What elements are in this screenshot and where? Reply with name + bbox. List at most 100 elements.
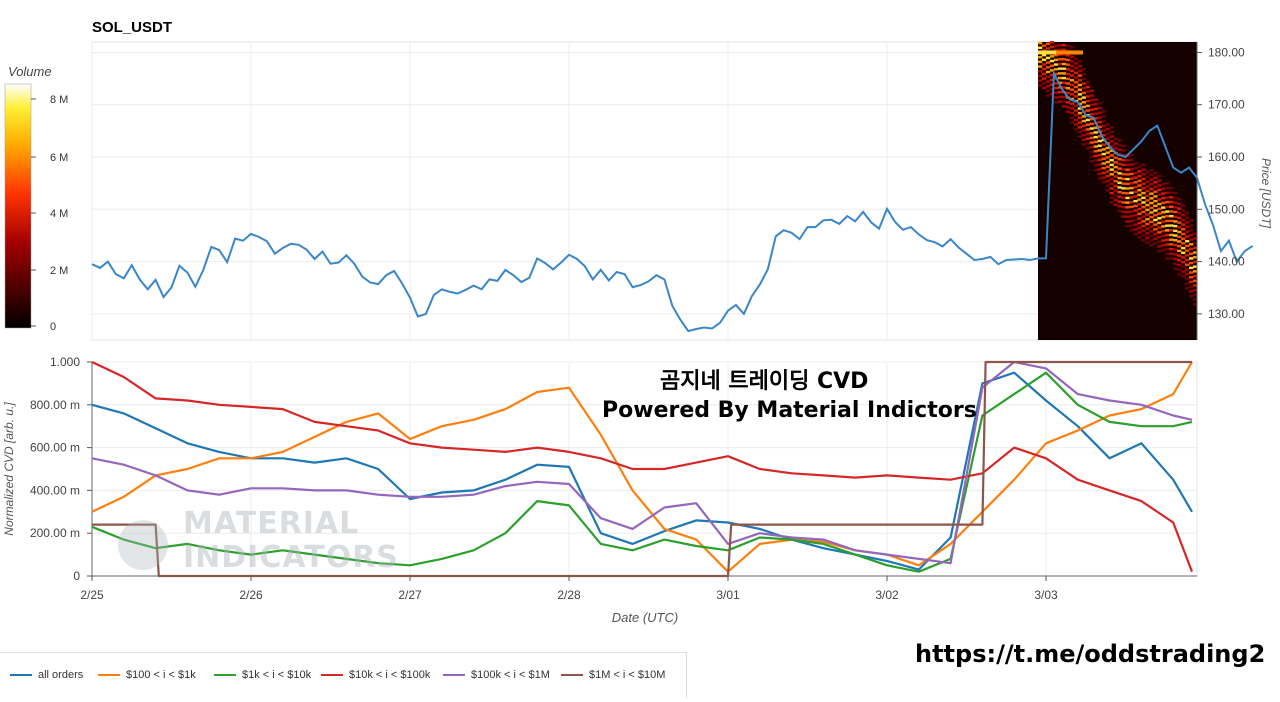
- heatmap-cell: [1077, 88, 1083, 91]
- heatmap-cell: [1161, 244, 1166, 247]
- cvd-series-line: [92, 360, 1192, 578]
- heatmap-cell: [1117, 209, 1122, 213]
- heatmap-cell: [1038, 60, 1043, 64]
- heatmap-cell: [1101, 148, 1106, 151]
- heatmap-cell: [1145, 185, 1150, 188]
- heatmap-cell: [1101, 171, 1106, 175]
- heatmap-cell: [1109, 149, 1114, 152]
- heatmap-cell: [1077, 74, 1083, 77]
- heatmap-cell: [1073, 85, 1079, 89]
- heatmap-cell: [1125, 201, 1130, 204]
- heatmap-cell: [1181, 228, 1186, 231]
- heatmap-cell: [1157, 240, 1162, 243]
- heatmap-cell: [1189, 285, 1194, 288]
- heatmap-cell: [1137, 236, 1142, 239]
- heatmap-cell: [1157, 231, 1162, 234]
- heatmap-cell: [1105, 156, 1110, 159]
- heatmap-cell: [1038, 65, 1043, 68]
- heatmap-cell: [1085, 128, 1090, 131]
- heatmap-cell: [1133, 204, 1138, 208]
- heatmap-cell: [1101, 143, 1106, 146]
- heatmap-cell: [1125, 173, 1130, 176]
- heatmap-cell: [1169, 210, 1174, 213]
- heatmap-cell: [1153, 228, 1158, 231]
- heatmap-cell: [1081, 105, 1086, 109]
- heatmap-cell: [1045, 84, 1051, 88]
- heatmap-cell: [1069, 116, 1075, 120]
- heatmap-cell: [1041, 58, 1047, 62]
- heatmap-cell: [1173, 210, 1178, 214]
- heatmap-cell: [1085, 85, 1090, 89]
- heatmap-cell: [1057, 53, 1063, 56]
- heatmap-cell: [1109, 135, 1114, 138]
- heatmap-cell: [1193, 298, 1198, 301]
- heatmap-cell: [1129, 191, 1134, 194]
- heatmap-cell: [1137, 207, 1142, 211]
- heatmap-cell: [1109, 173, 1114, 176]
- heatmap-cell: [1117, 195, 1122, 199]
- heatmap-cell: [1189, 233, 1194, 237]
- heatmap-cell: [1185, 287, 1190, 290]
- heatmap-cell: [1181, 261, 1186, 264]
- heatmap-cell: [1133, 232, 1138, 236]
- heatmap-cell: [1133, 176, 1138, 179]
- heatmap-cell: [1097, 163, 1102, 166]
- heatmap-cell: [1065, 44, 1071, 48]
- heatmap-cell: [1069, 79, 1075, 82]
- heatmap-cell: [1093, 107, 1098, 111]
- heatmap-cell: [1061, 62, 1067, 66]
- heatmap-cell: [1041, 86, 1047, 90]
- legend-item[interactable]: $100k < i < $1M: [443, 669, 550, 681]
- heatmap-cell: [1189, 229, 1194, 232]
- heatmap-cell: [1061, 100, 1067, 103]
- heatmap-cell: [1149, 206, 1154, 209]
- heatmap-cell: [1101, 181, 1106, 184]
- heatmap-cell: [1057, 58, 1063, 61]
- cvd-xtick-label: 3/03: [1034, 588, 1058, 602]
- heatmap-cell: [1049, 45, 1055, 49]
- heatmap-cell: [1165, 243, 1170, 246]
- legend-label: $100 < i < $1k: [126, 669, 196, 681]
- heatmap-cell: [1073, 104, 1079, 108]
- heatmap-cell: [1073, 76, 1079, 79]
- heatmap-cell: [1089, 160, 1094, 163]
- heatmap-cell: [1165, 200, 1170, 204]
- top-panel: [91, 41, 1198, 341]
- heatmap-cell: [1141, 210, 1146, 214]
- legend-item[interactable]: $1k < i < $10k: [214, 669, 311, 681]
- heatmap-cell: [1065, 68, 1071, 71]
- heatmap-cell: [1061, 86, 1067, 89]
- legend-item[interactable]: $100 < i < $1k: [98, 669, 196, 681]
- heatmap-cell: [1097, 158, 1102, 162]
- heatmap-cell: [1157, 212, 1162, 215]
- heatmap-cell: [1117, 143, 1122, 147]
- heatmap-cell: [1069, 74, 1075, 77]
- heatmap-cell: [1141, 196, 1146, 199]
- heatmap-cell: [1113, 147, 1118, 150]
- legend-label: all orders: [38, 669, 84, 681]
- heatmap-cell: [1181, 237, 1186, 240]
- heatmap-cell: [1137, 165, 1142, 168]
- heatmap-cell: [1169, 224, 1174, 227]
- cvd-ytick-label: 400.00 m: [30, 483, 80, 497]
- heatmap-cell: [1129, 172, 1134, 176]
- heatmap-cell: [1097, 172, 1102, 176]
- heatmap-cell: [1045, 66, 1051, 69]
- legend-item[interactable]: all orders: [10, 669, 83, 681]
- telegram-url[interactable]: https://t.me/oddstrading2: [915, 640, 1266, 668]
- heatmap-cell: [1105, 127, 1110, 131]
- heatmap-cell: [1053, 72, 1059, 76]
- heatmap-cell: [1069, 107, 1075, 110]
- bottom-x-axis-label: Date (UTC): [612, 610, 678, 625]
- legend-item[interactable]: $1M < i < $10M: [561, 669, 665, 681]
- heatmap-cell: [1117, 139, 1122, 142]
- heatmap-cell: [1153, 232, 1158, 236]
- heatmap-cell: [1165, 229, 1170, 232]
- heatmap-cell: [1085, 109, 1090, 112]
- heatmap-cell: [1125, 210, 1130, 214]
- heatmap-cell: [1173, 196, 1178, 200]
- heatmap-cell: [1189, 252, 1194, 255]
- heatmap-cell: [1153, 185, 1158, 189]
- legend-item[interactable]: $10k < i < $100k: [321, 669, 430, 681]
- heatmap-cell: [1061, 67, 1067, 70]
